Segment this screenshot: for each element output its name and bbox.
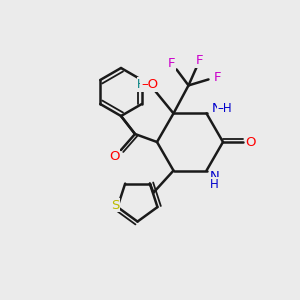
Text: H: H [137, 78, 146, 91]
Text: O: O [246, 136, 256, 148]
Text: N: N [210, 170, 219, 183]
Text: H: H [210, 178, 219, 191]
Text: F: F [196, 54, 203, 67]
Text: N: N [212, 102, 221, 115]
Text: –O: –O [141, 78, 158, 91]
Text: O: O [109, 149, 119, 163]
Text: F: F [214, 71, 221, 84]
Text: –H: –H [217, 102, 232, 115]
Text: S: S [111, 199, 120, 212]
Text: F: F [168, 57, 175, 70]
